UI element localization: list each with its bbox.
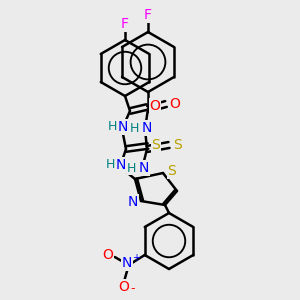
Text: N: N	[139, 161, 149, 175]
Text: N: N	[116, 158, 126, 172]
Text: H: H	[105, 158, 115, 172]
Text: H: H	[107, 121, 117, 134]
Text: N: N	[118, 120, 128, 134]
Text: O: O	[150, 99, 160, 113]
Text: N: N	[128, 195, 138, 209]
Text: +: +	[132, 253, 140, 263]
Text: O: O	[118, 280, 129, 294]
Text: S: S	[152, 138, 160, 152]
Text: S: S	[174, 138, 182, 152]
Text: -: -	[130, 283, 135, 296]
Text: O: O	[102, 248, 113, 262]
Text: N: N	[142, 121, 152, 135]
Text: H: H	[126, 161, 136, 175]
Text: N: N	[122, 256, 132, 270]
Text: F: F	[144, 8, 152, 22]
Text: S: S	[168, 164, 176, 178]
Text: H: H	[129, 122, 139, 134]
Text: F: F	[121, 17, 129, 31]
Text: O: O	[169, 97, 180, 111]
